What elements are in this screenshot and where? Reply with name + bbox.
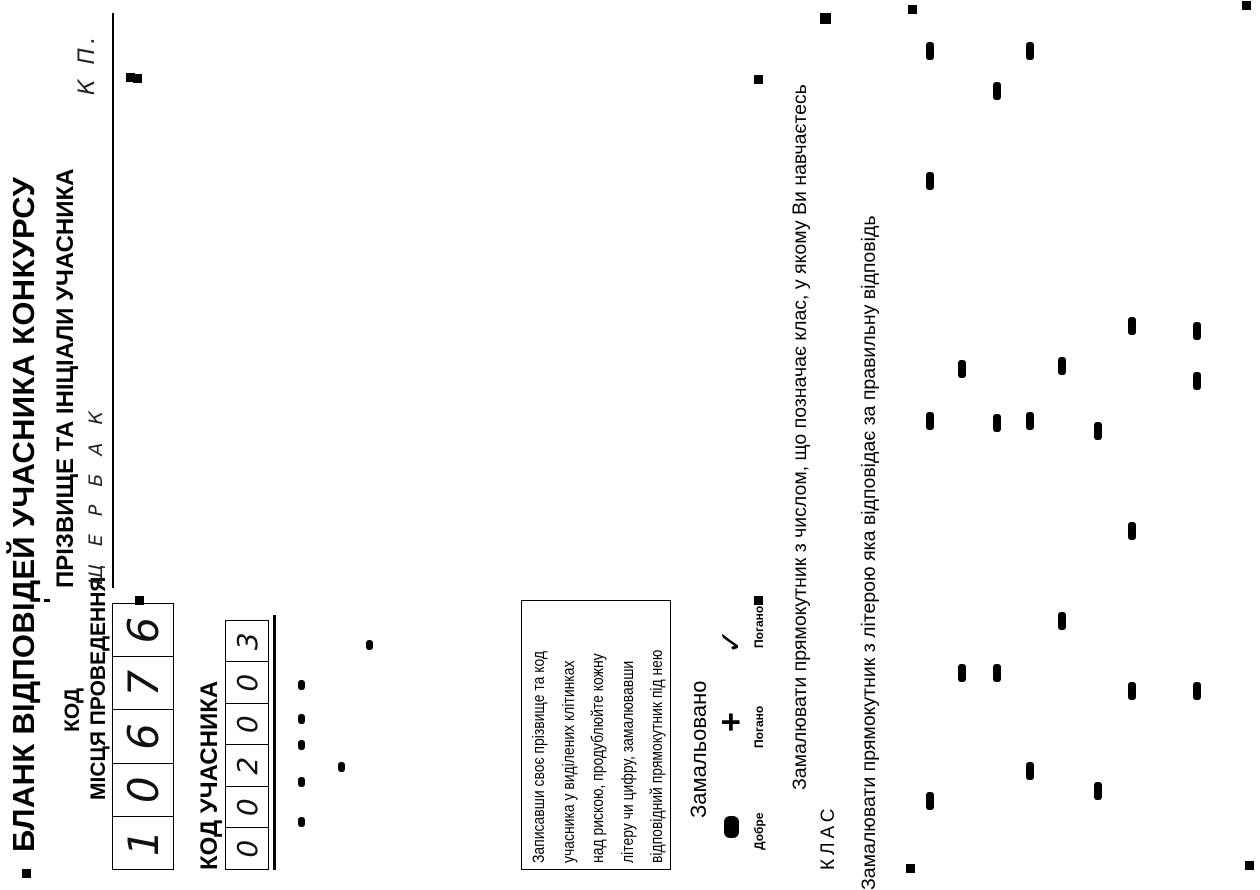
venue-code-label-line2: МІСЦЯ ПРОВЕДЕННЯ	[87, 576, 110, 800]
registration-mark	[908, 5, 917, 14]
registration-mark	[1245, 861, 1254, 870]
answer-bubble[interactable]	[1094, 782, 1102, 800]
answer-bubble[interactable]	[1193, 372, 1201, 390]
bad-label: Погано	[752, 705, 766, 748]
venue-code-digit: 0	[118, 776, 168, 804]
answer-bubble[interactable]	[926, 792, 934, 810]
answer-bubble[interactable]	[1026, 762, 1034, 780]
marked-examples: Замальовано + ✓ Добре Погано Погано	[672, 600, 772, 870]
participant-code-digit: 2	[230, 756, 264, 775]
registration-mark	[754, 75, 763, 84]
code-bubble[interactable]	[338, 762, 345, 772]
name-block-divider	[44, 599, 50, 602]
answer-bubble[interactable]	[1128, 317, 1136, 335]
participant-code-digit: 0	[230, 798, 264, 817]
participant-code-underline	[273, 615, 276, 870]
participant-code-digit: 0	[230, 715, 264, 734]
venue-code-cell[interactable]: 6	[113, 604, 173, 656]
answer-bubble[interactable]	[1026, 412, 1034, 430]
venue-code-digit: 6	[118, 616, 168, 644]
initials-handwriting: К П.	[75, 32, 100, 95]
answer-bubble[interactable]	[993, 82, 1001, 100]
code-bubble[interactable]	[298, 777, 305, 787]
answer-bubble[interactable]	[1193, 322, 1201, 340]
registration-mark	[906, 864, 915, 873]
good-example-bubble	[724, 816, 739, 838]
answer-bubble[interactable]	[958, 360, 966, 378]
answer-bubble[interactable]	[993, 414, 1001, 432]
good-label: Добре	[752, 812, 766, 850]
class-label: КЛАС	[818, 804, 839, 870]
participant-code-digit: 0	[230, 839, 264, 858]
instruction-line: учасника у виділених клітинках	[558, 660, 578, 863]
code-bubble[interactable]	[366, 640, 373, 650]
instruction-line: відповідний прямокутник під нею	[647, 649, 666, 863]
answer-bubble[interactable]	[1128, 682, 1136, 700]
participant-code-cell[interactable]: 0	[226, 703, 268, 745]
participant-code-digit: 3	[230, 632, 264, 651]
registration-mark	[1242, 1, 1251, 10]
participant-code-digit: 0	[230, 673, 264, 692]
participant-code-cell[interactable]: 3	[226, 621, 268, 662]
participant-code-cell[interactable]: 2	[226, 744, 268, 786]
venue-code-digit: 7	[118, 669, 168, 697]
code-bubble[interactable]	[298, 714, 305, 724]
answer-bubble[interactable]	[1193, 682, 1201, 700]
participant-code-label: КОД УЧАСНИКА	[196, 680, 223, 870]
venue-code-digit: 1	[118, 829, 168, 857]
code-bubble[interactable]	[298, 817, 305, 827]
marked-title: Замальовано	[686, 680, 711, 818]
answer-bubble[interactable]	[958, 664, 966, 682]
instructions-text: Записавши своє прізвище та код учасника …	[524, 650, 672, 863]
answer-bubble[interactable]	[1094, 422, 1102, 440]
form-title: БЛАНК ВІДПОВІДЕЙ УЧАСНИКА КОНКУРСУ	[6, 176, 41, 852]
answer-bubble[interactable]	[1058, 612, 1066, 630]
venue-code-label: КОД	[61, 688, 84, 732]
instruction-line: Записавши своє прізвище та код	[529, 650, 548, 863]
venue-code-cell[interactable]: 7	[113, 656, 173, 710]
participant-code-cell[interactable]: 0	[226, 827, 268, 869]
answer-bubble[interactable]	[926, 412, 934, 430]
answer-bubble[interactable]	[1026, 42, 1034, 60]
instruction-line: над рискою, продублюйте кожну	[588, 653, 607, 863]
venue-code-cells: 1 0 6 7 6	[112, 603, 174, 870]
participant-code-cells: 0 0 2 0 0 3	[225, 620, 269, 870]
venue-code-digit: 6	[118, 723, 168, 750]
registration-mark	[820, 13, 831, 24]
venue-code-cell[interactable]: 1	[113, 815, 173, 869]
answer-prompt: Замалювати прямокутник з літерою яка від…	[858, 215, 880, 890]
venue-code-cell[interactable]: 0	[113, 762, 173, 816]
name-label: ПРІЗВИЩЕ ТА ІНІЦІАЛИ УЧАСНИКА	[52, 168, 79, 589]
answer-bubble[interactable]	[1058, 357, 1066, 375]
instruction-line: літеру чи цифру, замалювавши	[617, 660, 637, 863]
venue-code-cell[interactable]: 6	[113, 709, 173, 763]
check-example: ✓	[715, 628, 748, 654]
registration-mark	[22, 869, 31, 878]
instructions-box: Записавши своє прізвище та код учасника …	[521, 600, 671, 870]
name-underline	[112, 13, 114, 588]
code-bubble[interactable]	[298, 680, 305, 690]
surname-handwriting: Щ Е Р Б А К	[85, 405, 107, 585]
code-bubble[interactable]	[298, 740, 305, 750]
answer-bubble[interactable]	[993, 664, 1001, 682]
registration-mark	[133, 74, 142, 83]
participant-code-cell[interactable]: 0	[226, 786, 268, 828]
plus-example: +	[712, 712, 750, 732]
answer-bubble[interactable]	[926, 42, 934, 60]
answer-bubble[interactable]	[926, 172, 934, 190]
bad-label: Погано	[752, 605, 766, 648]
participant-code-cell[interactable]: 0	[226, 661, 268, 703]
class-prompt: Замалювати прямокутник з числом, що позн…	[789, 84, 811, 790]
answer-bubble[interactable]	[1128, 522, 1136, 540]
